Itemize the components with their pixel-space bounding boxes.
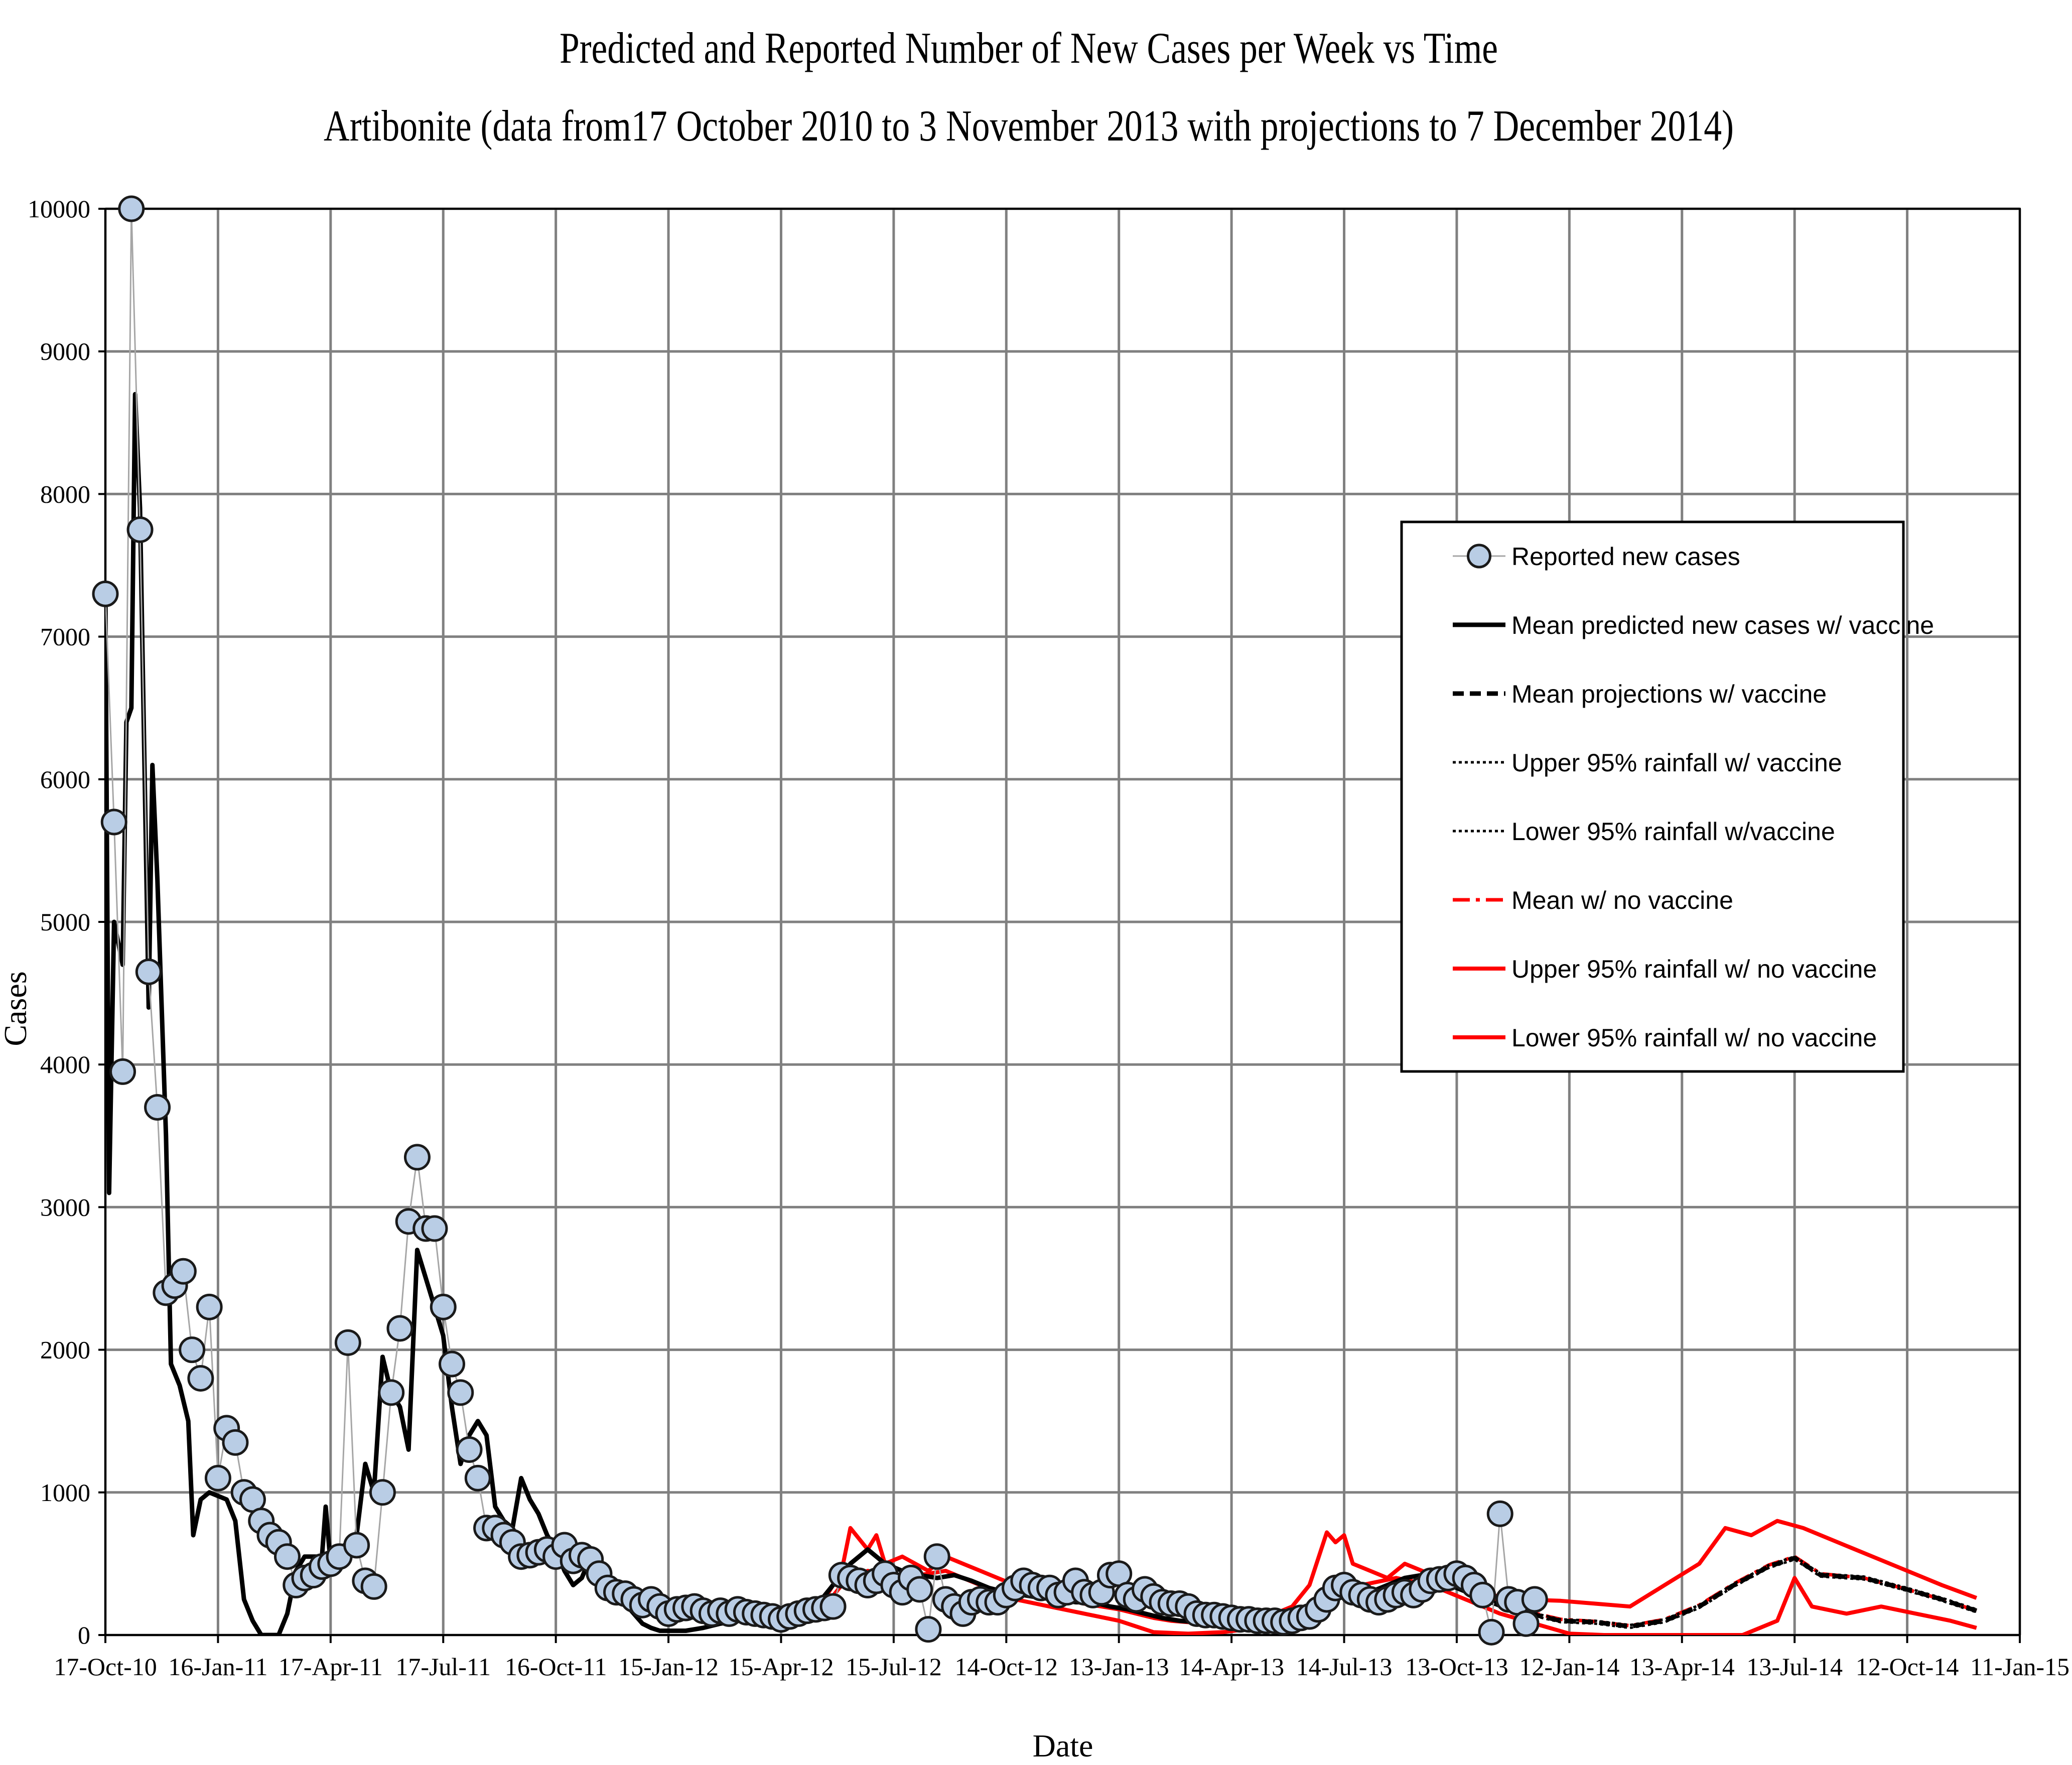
x-tick-label-0: 17-Oct-10: [54, 1653, 157, 1681]
marker-layer: [92, 195, 1548, 1646]
reported-point-0: [92, 580, 119, 607]
reported-point-95: [915, 1616, 942, 1643]
reported-point-21: [274, 1543, 301, 1570]
x-tick-label-8: 14-Oct-12: [955, 1653, 1058, 1681]
reported-point-41: [447, 1379, 474, 1406]
x-tick-label-12: 13-Oct-13: [1405, 1653, 1508, 1681]
reported-point-42: [456, 1436, 483, 1463]
series-line-2: [1482, 1556, 1978, 1629]
reported-point-96: [923, 1543, 950, 1570]
reported-point-29: [343, 1532, 370, 1559]
legend-label-5: Mean w/ no vaccine: [1511, 886, 1733, 914]
reported-point-164: [1512, 1610, 1540, 1637]
x-tick-label-11: 14-Jul-13: [1296, 1653, 1393, 1681]
x-axis-label: Date: [1033, 1728, 1093, 1763]
reported-point-160: [1478, 1618, 1505, 1646]
x-tick-label-7: 15-Jul-12: [846, 1653, 942, 1681]
reported-point-12: [196, 1293, 223, 1320]
chart-title: Predicted and Reported Number of New Cas…: [560, 24, 1498, 73]
reported-point-33: [378, 1379, 405, 1406]
chart-subtitle: Artibonite (data from17 October 2010 to …: [324, 102, 1734, 151]
y-tick-label-5: 5000: [40, 908, 90, 936]
y-tick-label-4: 4000: [40, 1050, 90, 1078]
reported-point-11: [187, 1365, 214, 1392]
legend-label-1: Mean predicted new cases w/ vaccine: [1511, 611, 1934, 639]
x-axis-ticks: 17-Oct-10 16-Jan-11 17-Apr-11 17-Jul-11 16-O…: [54, 1635, 2069, 1681]
reported-point-5: [135, 958, 162, 985]
y-axis-label: Cases: [0, 971, 33, 1046]
reported-point-36: [403, 1144, 431, 1171]
y-tick-label-0: 0: [78, 1621, 90, 1649]
x-tick-label-6: 15-Apr-12: [728, 1653, 834, 1681]
reported-point-2: [109, 1058, 136, 1085]
x-tick-label-10: 14-Apr-13: [1179, 1653, 1284, 1681]
x-tick-label-9: 13-Jan-13: [1069, 1653, 1169, 1681]
reported-point-84: [819, 1593, 847, 1620]
y-tick-label-10: 10000: [28, 195, 90, 223]
reported-point-165: [1521, 1586, 1548, 1613]
reported-point-6: [144, 1094, 171, 1121]
reported-point-1: [100, 808, 127, 836]
y-tick-label-6: 6000: [40, 765, 90, 793]
x-tick-label-16: 12-Oct-14: [1856, 1653, 1959, 1681]
reported-point-34: [386, 1315, 413, 1342]
legend-label-0: Reported new cases: [1511, 542, 1740, 571]
reported-point-31: [360, 1573, 387, 1600]
legend-label-4: Lower 95% rainfall w/vaccine: [1511, 818, 1835, 846]
y-tick-label-3: 3000: [40, 1193, 90, 1221]
legend-label-6: Upper 95% rainfall w/ no vaccine: [1511, 955, 1877, 983]
legend-label-7: Lower 95% rainfall w/ no vaccine: [1511, 1024, 1877, 1052]
x-tick-label-4: 16-Oct-11: [505, 1653, 607, 1681]
x-tick-label-13: 12-Jan-14: [1519, 1653, 1619, 1681]
legend-label-2: Mean projections w/ vaccine: [1511, 680, 1827, 708]
reported-point-15: [222, 1429, 249, 1456]
x-tick-label-17: 11-Jan-15: [1970, 1653, 2069, 1681]
reported-point-159: [1469, 1581, 1496, 1608]
reported-point-38: [421, 1215, 448, 1242]
reported-point-94: [906, 1576, 933, 1603]
y-axis-ticks: 0 1000 2000 3000 4000 5000 6000 7000 8000 9000 100…: [28, 195, 105, 1649]
x-tick-label-5: 15-Jan-12: [618, 1653, 719, 1681]
reported-point-40: [438, 1350, 465, 1378]
series-line-6: [822, 1519, 1978, 1627]
y-tick-label-1: 1000: [40, 1478, 90, 1507]
y-tick-label-2: 2000: [40, 1336, 90, 1364]
y-tick-label-8: 8000: [40, 480, 90, 508]
x-tick-label-3: 17-Jul-11: [395, 1653, 491, 1681]
reported-point-43: [464, 1464, 491, 1491]
legend-label-3: Upper 95% rainfall w/ vaccine: [1511, 749, 1842, 777]
reported-point-13: [204, 1464, 231, 1491]
reported-point-3: [118, 195, 145, 222]
x-tick-label-15: 13-Jul-14: [1746, 1653, 1843, 1681]
legend-marker-0: [1467, 544, 1491, 569]
x-tick-label-14: 13-Apr-14: [1629, 1653, 1735, 1681]
x-tick-label-2: 17-Apr-11: [279, 1653, 383, 1681]
reported-point-28: [334, 1329, 361, 1356]
legend-box: [1400, 520, 1905, 1073]
x-tick-label-1: 16-Jan-11: [168, 1653, 267, 1681]
reported-point-39: [430, 1293, 457, 1320]
reported-point-32: [369, 1479, 396, 1506]
reported-point-4: [126, 516, 154, 543]
y-tick-label-7: 7000: [40, 623, 90, 651]
reported-point-161: [1486, 1500, 1513, 1527]
reported-point-9: [170, 1258, 197, 1285]
reported-point-10: [179, 1336, 206, 1364]
y-tick-label-9: 9000: [40, 337, 90, 365]
legend: Reported new cases Mean predicted new cas…: [1400, 520, 1934, 1073]
